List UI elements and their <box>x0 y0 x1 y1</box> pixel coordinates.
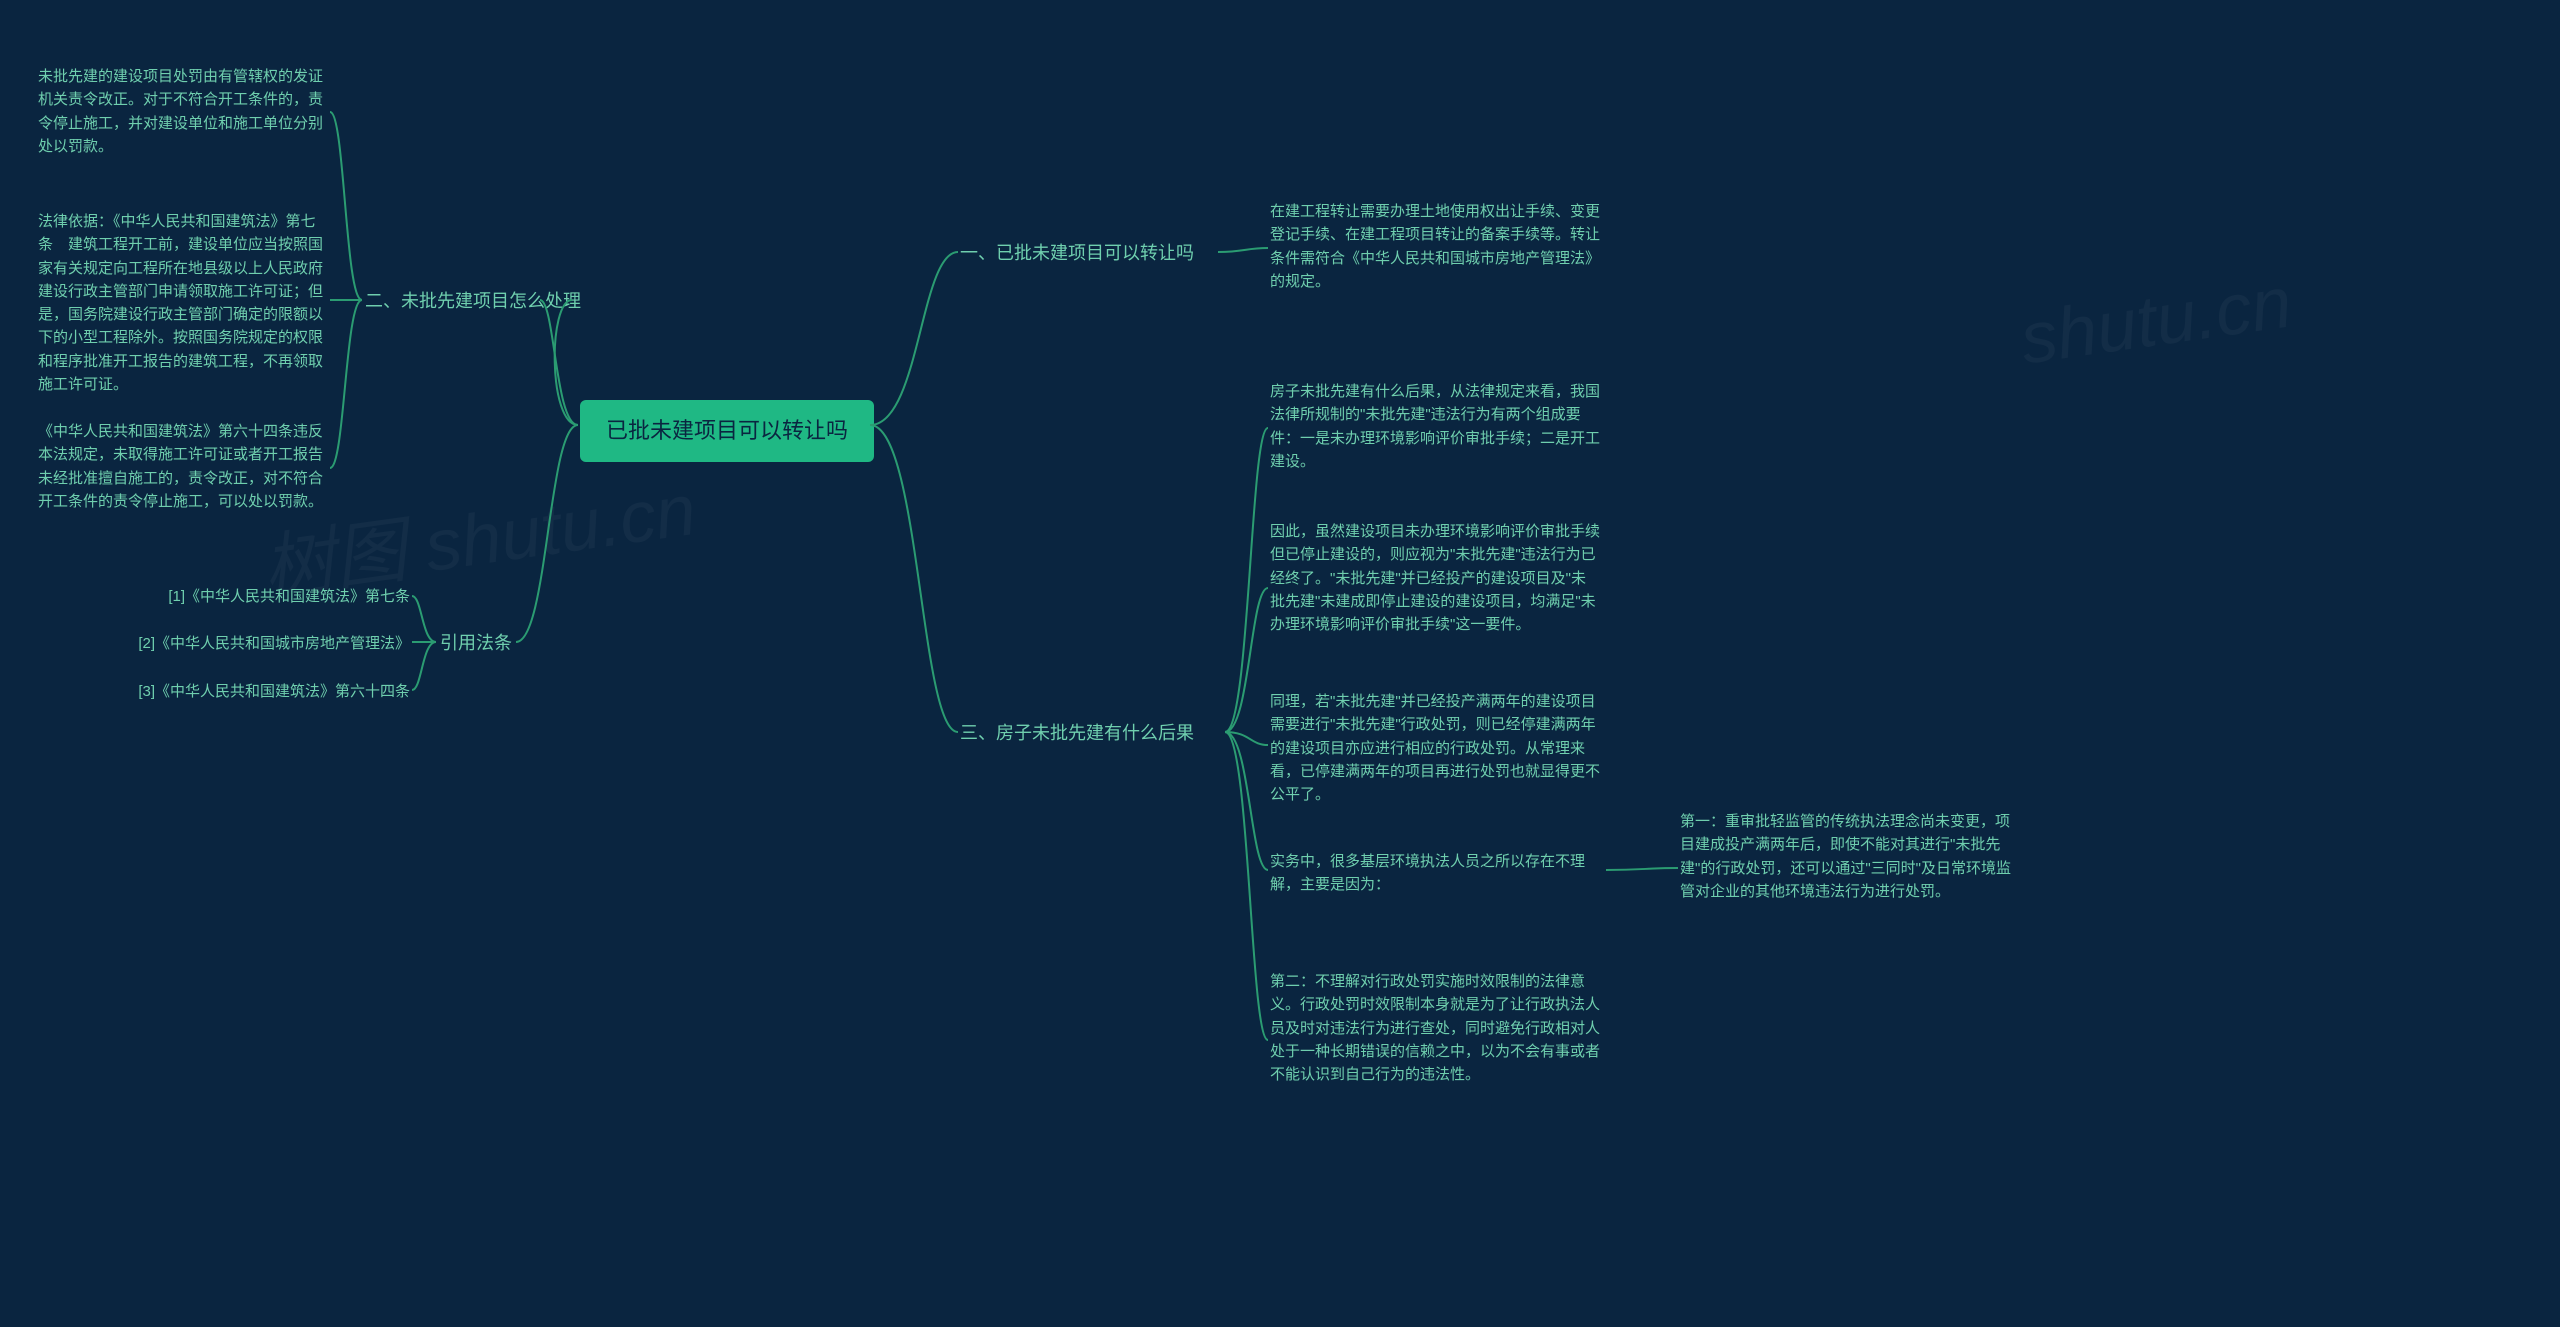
leaf-r3-3-sub: 第一：重审批轻监管的传统执法理念尚未变更，项目建成投产满两年后，即使不能对其进行… <box>1680 810 2020 903</box>
branch-l2-label: 二、未批先建项目怎么处理 <box>365 291 581 311</box>
leaf-r3-1: 因此，虽然建设项目未办理环境影响评价审批手续但已停止建设的，则应视为"未批先建"… <box>1270 520 1600 636</box>
leaf-l2-2: 《中华人民共和国建筑法》第六十四条违反本法规定，未取得施工许可证或者开工报告未经… <box>38 420 328 513</box>
leaf-r3-0: 房子未批先建有什么后果，从法律规定来看，我国法律所规制的"未批先建"违法行为有两… <box>1270 380 1600 473</box>
branch-l2: 二、未批先建项目怎么处理 <box>365 288 581 316</box>
leaf-r3-3: 实务中，很多基层环境执法人员之所以存在不理解，主要是因为： <box>1270 850 1600 897</box>
root-node: 已批未建项目可以转让吗 <box>580 400 874 462</box>
root-label: 已批未建项目可以转让吗 <box>606 418 848 443</box>
leaf-r3-4: 第二：不理解对行政处罚实施时效限制的法律意义。行政处罚时效限制本身就是为了让行政… <box>1270 970 1600 1086</box>
leaf-l2-0: 未批先建的建设项目处罚由有管辖权的发证机关责令改正。对于不符合开工条件的，责令停… <box>38 65 328 158</box>
leaf-lref-2: [3]《中华人民共和国建筑法》第六十四条 <box>110 680 410 703</box>
branch-r3-label: 三、房子未批先建有什么后果 <box>960 723 1194 743</box>
leaf-l2-1: 法律依据：《中华人民共和国建筑法》第七条 建筑工程开工前，建设单位应当按照国家有… <box>38 210 328 396</box>
leaf-r1-0: 在建工程转让需要办理土地使用权出让手续、变更登记手续、在建工程项目转让的备案手续… <box>1270 200 1600 293</box>
leaf-lref-0: [1]《中华人民共和国建筑法》第七条 <box>110 585 410 608</box>
watermark-2: shutu.cn <box>2016 261 2297 380</box>
leaf-r3-2: 同理，若"未批先建"并已经投产满两年的建设项目需要进行"未批先建"行政处罚，则已… <box>1270 690 1600 806</box>
branch-r3: 三、房子未批先建有什么后果 <box>960 720 1194 748</box>
branch-lref-label: 引用法条 <box>440 633 512 653</box>
leaf-lref-1: [2]《中华人民共和国城市房地产管理法》 <box>110 632 410 655</box>
branch-r1-label: 一、已批未建项目可以转让吗 <box>960 243 1194 263</box>
branch-lref: 引用法条 <box>440 630 512 658</box>
branch-r1: 一、已批未建项目可以转让吗 <box>960 240 1194 268</box>
